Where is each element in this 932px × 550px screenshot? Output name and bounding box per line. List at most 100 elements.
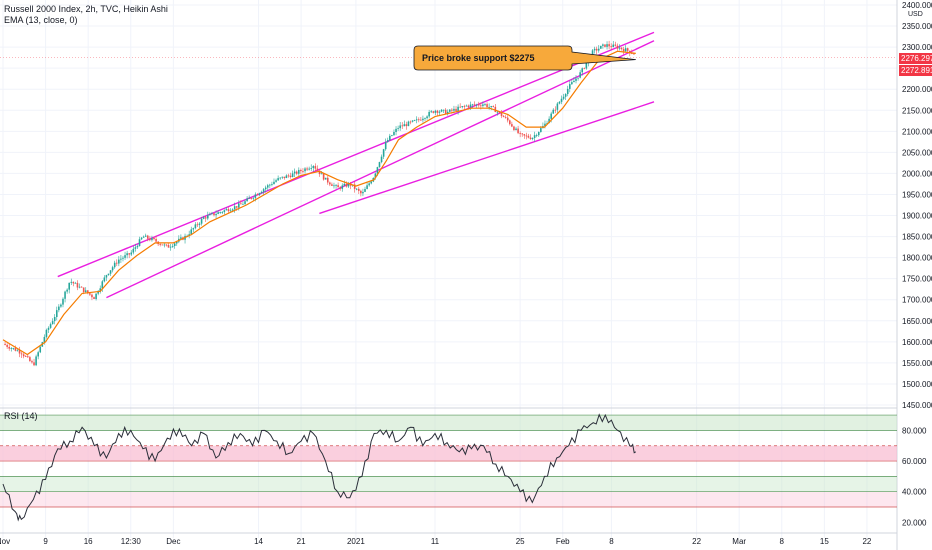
- candle-body: [560, 98, 563, 102]
- candle-body: [122, 257, 124, 259]
- candle-body: [558, 101, 561, 104]
- time-axis[interactable]: Nov 9 16 12:30 Dec 14 21 2021 11 25 Feb 8 22 Mar 8 15 22: [0, 537, 872, 546]
- candle-body: [622, 49, 625, 52]
- candle-body: [399, 125, 401, 129]
- candle-body: [564, 94, 567, 97]
- candle-body: [480, 105, 482, 107]
- candle-body: [275, 180, 277, 182]
- candle-body: [573, 80, 575, 83]
- candle-body: [331, 184, 333, 186]
- price-tick-label: 1900.000: [902, 212, 932, 221]
- candle-body: [20, 353, 23, 355]
- candle-body: [597, 48, 600, 51]
- candle-body: [269, 184, 271, 186]
- candle-body: [277, 178, 279, 181]
- time-tick-label: 14: [254, 537, 263, 546]
- candle-body: [97, 291, 99, 294]
- candle-body: [436, 110, 439, 113]
- candle-body: [370, 181, 373, 184]
- candle-body: [47, 327, 50, 330]
- candle-body: [53, 317, 56, 322]
- candle-body: [469, 104, 472, 108]
- candle-body: [430, 111, 433, 113]
- candle-body: [6, 344, 8, 347]
- candle-body: [151, 237, 153, 241]
- candle-body: [118, 259, 120, 264]
- candle-body: [403, 124, 406, 127]
- time-tick-label: 21: [297, 537, 306, 546]
- candle-body: [233, 206, 236, 210]
- candle-body: [204, 217, 207, 219]
- candle-body: [426, 116, 428, 119]
- candle-body: [149, 238, 151, 241]
- candle-body: [225, 209, 228, 211]
- candle-body: [521, 133, 524, 135]
- candle-body: [525, 135, 528, 137]
- candle-body: [519, 133, 521, 134]
- rsi-band-lower: [0, 476, 897, 492]
- candle-body: [173, 243, 176, 247]
- candle-body: [320, 173, 323, 175]
- symbol-title: Russell 2000 Index, 2h, TVC, Heikin Ashi: [4, 4, 168, 14]
- candle-body: [244, 201, 246, 204]
- rsi-band-mid: [0, 445, 897, 462]
- candle-body: [206, 215, 209, 219]
- candle-body: [335, 185, 337, 186]
- candle-body: [4, 343, 6, 345]
- candle-body: [461, 106, 464, 108]
- time-tick-label: Feb: [556, 537, 570, 546]
- candle-body: [457, 106, 459, 111]
- candle-body: [24, 356, 27, 358]
- candle-body: [417, 119, 420, 121]
- candle-body: [33, 362, 35, 366]
- candle-body: [604, 44, 606, 47]
- candle-body: [209, 213, 211, 216]
- candle-body: [610, 46, 612, 48]
- candle-body: [300, 169, 302, 172]
- candle-body: [103, 277, 106, 282]
- channel-line: [319, 101, 655, 215]
- price-tick-label: 2200.000: [902, 85, 932, 94]
- price-tick-label: 1950.000: [902, 190, 932, 199]
- candle-body: [107, 273, 110, 276]
- candle-body: [496, 111, 499, 113]
- candle-body: [180, 237, 182, 239]
- candle-body: [411, 120, 414, 122]
- candle-body: [509, 120, 511, 125]
- candle-body: [504, 117, 507, 118]
- candle-body: [380, 156, 383, 163]
- legend-symbol: Russell 2000 Index, 2h, TVC, Heikin Ashi: [4, 4, 168, 15]
- candle-body: [329, 182, 331, 185]
- candle-body: [60, 304, 62, 307]
- price-tag-last: 2276.297: [899, 53, 932, 64]
- candle-body: [391, 135, 393, 136]
- candle-body: [82, 287, 85, 293]
- candle-body: [529, 137, 532, 139]
- candle-body: [80, 286, 83, 288]
- candle-body: [161, 244, 164, 246]
- candle-body: [453, 108, 455, 111]
- candle-body: [248, 198, 250, 199]
- candle-body: [600, 45, 602, 49]
- candle-body: [142, 236, 145, 238]
- candle-body: [163, 244, 166, 246]
- candle-body: [111, 267, 114, 271]
- candle-body: [552, 109, 555, 114]
- candle-body: [134, 247, 137, 249]
- candle-body: [473, 104, 476, 106]
- candle-body: [211, 213, 213, 214]
- candle-body: [169, 246, 172, 248]
- price-tick-label: 1850.000: [902, 233, 932, 242]
- price-tick-label: 1500.000: [902, 380, 932, 389]
- candle-body: [482, 104, 484, 106]
- candle-body: [167, 244, 170, 248]
- candle-body: [308, 168, 310, 170]
- candle-body: [583, 68, 586, 70]
- candle-body: [608, 44, 610, 47]
- candle-body: [147, 235, 149, 239]
- candle-body: [618, 47, 621, 49]
- candle-body: [540, 128, 542, 132]
- candle-body: [407, 121, 410, 127]
- candle-body: [250, 198, 253, 199]
- candle-body: [271, 184, 273, 185]
